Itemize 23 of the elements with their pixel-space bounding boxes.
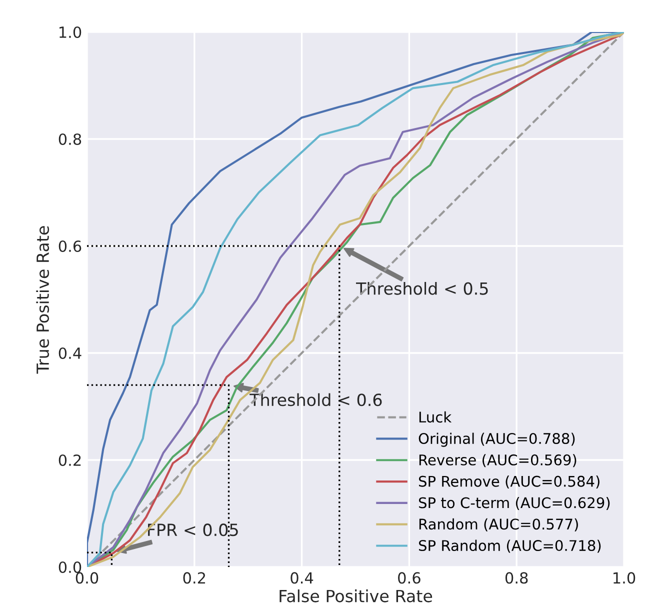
legend-label: Random (AUC=0.577) bbox=[419, 518, 578, 532]
annotation: FPR < 0.05 bbox=[148, 524, 238, 536]
y-tick-label: 0.6 bbox=[58, 240, 82, 252]
y-tick-label: 0.8 bbox=[58, 133, 82, 146]
legend-label: Luck bbox=[419, 411, 452, 423]
x-tick-label: 0.8 bbox=[505, 572, 528, 584]
legend-label: SP Random (AUC=0.718) bbox=[418, 540, 601, 553]
legend-label: Original (AUC=0.788) bbox=[418, 432, 575, 447]
x-tick-label: 0.2 bbox=[183, 572, 206, 584]
y-tick-label: 0.0 bbox=[58, 561, 82, 574]
x-tick-label: 0.4 bbox=[290, 572, 314, 584]
y-tick-label: 1.0 bbox=[60, 26, 82, 38]
legend-label: SP Remove (AUC=0.584) bbox=[418, 476, 600, 489]
y-axis-title: True Positive Rate bbox=[36, 226, 50, 374]
y-tick-label: 0.4 bbox=[58, 347, 82, 360]
x-tick-label: 0.0 bbox=[76, 572, 98, 584]
y-tick-label: 0.2 bbox=[58, 454, 81, 466]
x-tick-label: 0.6 bbox=[398, 572, 420, 584]
annotation: Threshold < 0.5 bbox=[356, 282, 488, 295]
x-axis-title: False Positive Rate bbox=[280, 589, 432, 602]
x-tick-label: 1.0 bbox=[614, 572, 636, 584]
legend-label: Reverse (AUC=0.569) bbox=[419, 454, 576, 468]
legend-label: SP to C-term (AUC=0.629) bbox=[418, 496, 610, 510]
